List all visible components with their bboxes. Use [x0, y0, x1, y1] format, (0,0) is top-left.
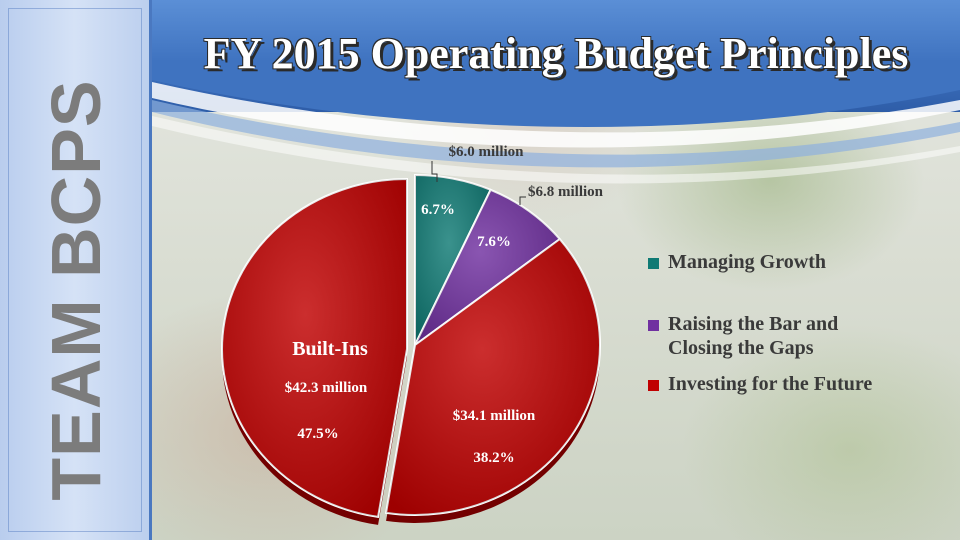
legend-swatch: [648, 258, 659, 269]
data-label-percent-investing-future: 38.2%: [473, 450, 514, 466]
callout-amount-managing-growth: $6.0 million: [448, 144, 524, 160]
pie-slices: [221, 173, 601, 519]
legend-label: Raising the Bar and Closing the Gaps: [668, 313, 839, 359]
pie-slice-shading: [415, 189, 560, 345]
pie-slice-shading: [221, 179, 407, 517]
data-label-amount-investing-future: $34.1 million: [453, 408, 536, 424]
page-title: FY 2015 Operating Budget Principles: [203, 29, 909, 78]
data-label-name-built-ins: Built-Ins: [292, 338, 368, 360]
callout-amount-raising-the-bar: $6.8 million: [528, 184, 604, 200]
callout-leader-managing-growth: [431, 161, 438, 182]
pie-labels: 6.7% 7.6% $6.0 million $6.8 million $34.1 mi…: [285, 144, 604, 466]
data-label-percent-raising-the-bar: 7.6%: [477, 234, 511, 250]
side-banner: TEAM BCPS: [0, 0, 152, 540]
callout-leader-raising-the-bar: [519, 196, 526, 205]
data-label-amount-built-ins: $42.3 million: [285, 380, 368, 396]
legend-label: Investing for the Future: [668, 373, 873, 395]
pie-slice-shading: [415, 175, 491, 345]
legend-swatch: [648, 380, 659, 391]
data-label-percent-built-ins: 47.5%: [297, 426, 338, 442]
pie-slice-shading: [386, 239, 600, 516]
legend-swatch: [648, 320, 659, 331]
legend-label: Managing Growth: [668, 251, 826, 273]
data-label-percent-managing-growth: 6.7%: [421, 202, 455, 218]
side-banner-frame: [8, 8, 142, 532]
title-swoosh: [152, 60, 960, 184]
